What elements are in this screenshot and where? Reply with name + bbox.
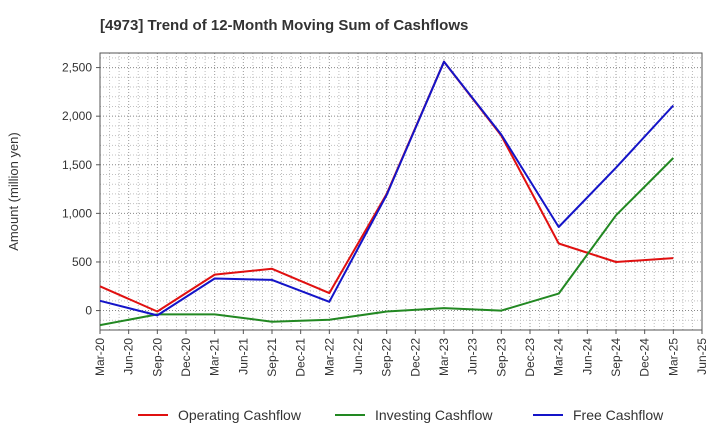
y-tick-label: 500 (72, 255, 92, 269)
y-tick-label: 2,500 (62, 61, 92, 75)
y-tick-label: 0 (85, 304, 92, 318)
x-tick-label: Dec-20 (179, 338, 193, 377)
operating-cashflow-legend-label: Operating Cashflow (178, 407, 302, 423)
chart-title: [4973] Trend of 12-Month Moving Sum of C… (100, 17, 468, 34)
y-tick-label: 1,500 (62, 158, 92, 172)
y-tick-label: 2,000 (62, 109, 92, 123)
free-cashflow-legend-label: Free Cashflow (573, 407, 664, 423)
x-tick-label: Jun-25 (695, 338, 709, 375)
x-tick-label: Jun-21 (236, 338, 250, 375)
plot-area: 0 500 1,000 1,500 2,000 2,500 Mar-20 Jun-20 Sep-… (62, 53, 709, 377)
x-tick-label: Sep-21 (265, 338, 279, 377)
y-tick-label: 1,000 (62, 206, 92, 220)
x-tick-label: Mar-22 (322, 338, 336, 376)
x-tick-label: Dec-23 (523, 338, 537, 377)
x-tick-label: Sep-23 (494, 338, 508, 377)
x-tick-label: Mar-24 (552, 338, 566, 376)
x-tick-label: Mar-25 (666, 338, 680, 376)
x-tick-label: Mar-23 (437, 338, 451, 376)
x-tick-label: Jun-22 (351, 338, 365, 375)
x-tick-label: Dec-24 (638, 338, 652, 377)
x-tick-label: Dec-22 (408, 338, 422, 377)
x-tick-label: Mar-20 (93, 338, 107, 376)
x-tick-label: Sep-22 (380, 338, 394, 377)
legend: Operating Cashflow Investing Cashflow Free… (138, 407, 664, 423)
x-tick-label: Jun-23 (466, 338, 480, 375)
plot-background (100, 53, 702, 330)
x-tick-label: Jun-20 (122, 338, 136, 375)
x-tick-label: Dec-21 (294, 338, 308, 377)
x-tick-label: Mar-21 (208, 338, 222, 376)
x-tick-label: Sep-20 (150, 338, 164, 377)
x-tick-label: Jun-24 (580, 338, 594, 375)
investing-cashflow-legend-label: Investing Cashflow (375, 407, 493, 423)
x-tick-label: Sep-24 (609, 338, 623, 377)
y-axis-label: Amount (million yen) (6, 132, 21, 251)
